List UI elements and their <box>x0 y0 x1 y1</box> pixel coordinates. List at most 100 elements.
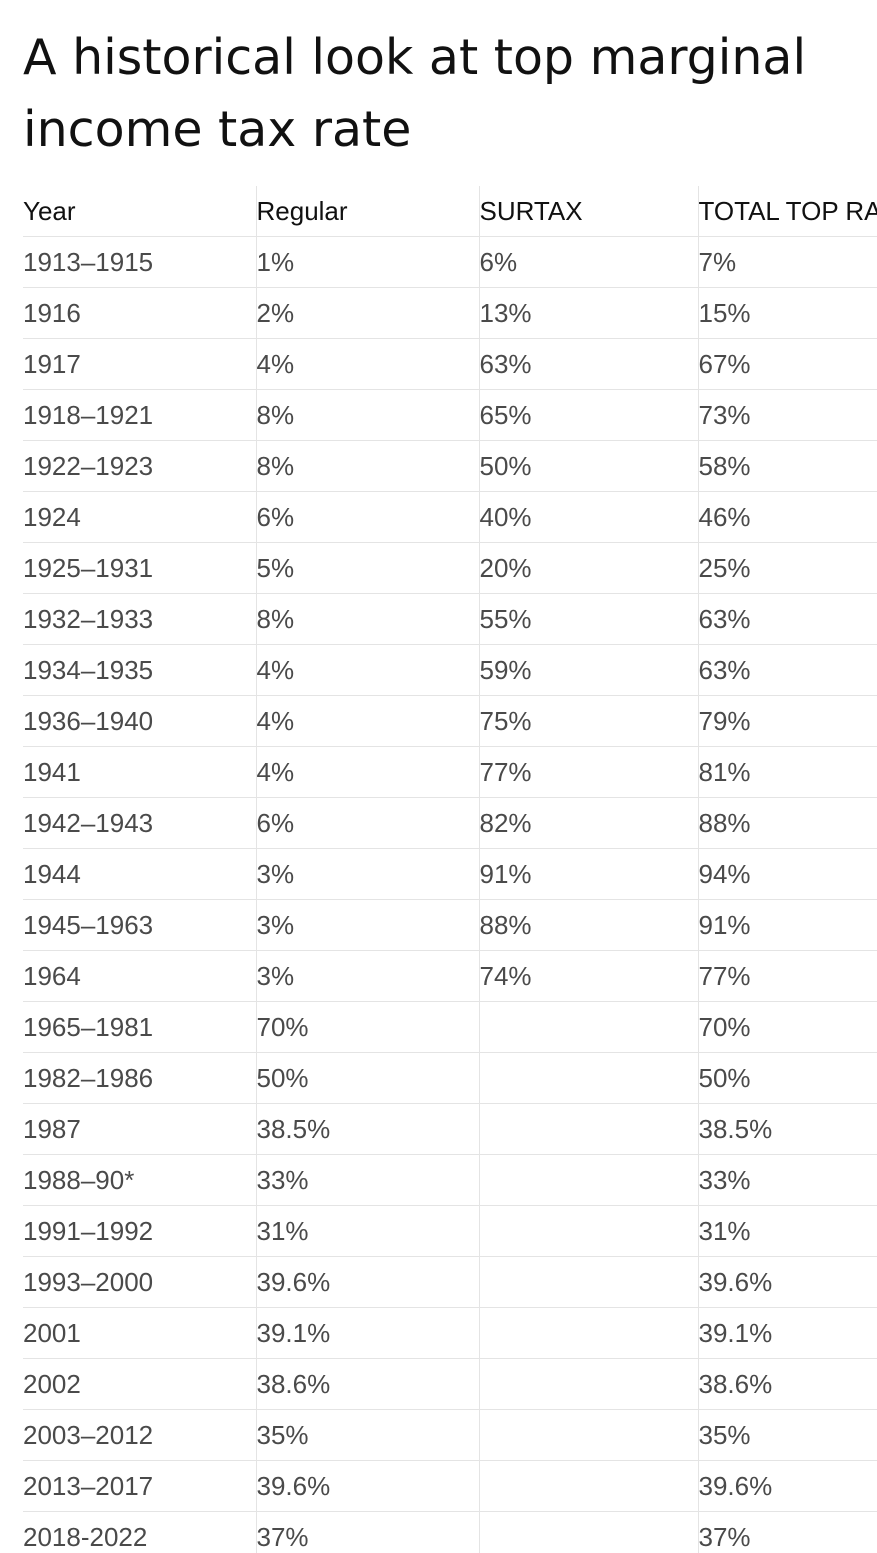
table-row: 2003–2012 35% 35% <box>23 1409 877 1461</box>
regular-rate-cell: 3% <box>255 950 479 1002</box>
table-row: 1988–90* 33% 33% <box>23 1154 877 1206</box>
year-cell: 1934–1935 <box>23 644 256 696</box>
regular-rate-cell: 31% <box>255 1205 479 1257</box>
regular-rate-cell: 35% <box>255 1409 479 1461</box>
total-top-rate-cell: 63% <box>697 644 877 696</box>
column-header-regular: Regular <box>255 186 479 237</box>
surtax-rate-cell: 20% <box>478 542 698 594</box>
table-row: 1944 3% 91% 94% <box>23 848 877 900</box>
regular-rate-cell: 37% <box>255 1511 479 1553</box>
table-row: 1922–1923 8% 50% 58% <box>23 440 877 492</box>
total-top-rate-cell: 25% <box>697 542 877 594</box>
year-cell: 1944 <box>23 848 256 900</box>
table-header: Year Regular SURTAX TOTAL TOP RATE <box>23 186 877 237</box>
regular-rate-cell: 2% <box>255 287 479 339</box>
table-row: 1924 6% 40% 46% <box>23 491 877 543</box>
year-cell: 1988–90* <box>23 1154 256 1206</box>
total-top-rate-cell: 94% <box>697 848 877 900</box>
surtax-rate-cell: 74% <box>478 950 698 1002</box>
regular-rate-cell: 6% <box>255 797 479 849</box>
regular-rate-cell: 3% <box>255 899 479 951</box>
surtax-rate-cell: 75% <box>478 695 698 747</box>
regular-rate-cell: 39.6% <box>255 1256 479 1308</box>
regular-rate-cell: 70% <box>255 1001 479 1053</box>
surtax-rate-cell <box>478 1205 698 1257</box>
total-top-rate-cell: 73% <box>697 389 877 441</box>
year-cell: 2003–2012 <box>23 1409 256 1461</box>
year-cell: 2002 <box>23 1358 256 1410</box>
table-row: 1936–1940 4% 75% 79% <box>23 695 877 747</box>
table-row: 1925–1931 5% 20% 25% <box>23 542 877 594</box>
table-row: 2001 39.1% 39.1% <box>23 1307 877 1359</box>
year-cell: 1991–1992 <box>23 1205 256 1257</box>
total-top-rate-cell: 39.6% <box>697 1460 877 1512</box>
surtax-rate-cell: 13% <box>478 287 698 339</box>
table-row: 1913–1915 1% 6% 7% <box>23 236 877 288</box>
surtax-rate-cell <box>478 1001 698 1053</box>
surtax-rate-cell: 50% <box>478 440 698 492</box>
surtax-rate-cell <box>478 1307 698 1359</box>
total-top-rate-cell: 63% <box>697 593 877 645</box>
table-row: 1982–1986 50% 50% <box>23 1052 877 1104</box>
surtax-rate-cell: 77% <box>478 746 698 798</box>
year-cell: 2013–2017 <box>23 1460 256 1512</box>
table-row: 1932–1933 8% 55% 63% <box>23 593 877 645</box>
surtax-rate-cell <box>478 1154 698 1206</box>
regular-rate-cell: 4% <box>255 644 479 696</box>
table-row: 1991–1992 31% 31% <box>23 1205 877 1257</box>
regular-rate-cell: 3% <box>255 848 479 900</box>
total-top-rate-cell: 7% <box>697 236 877 288</box>
table-row: 1942–1943 6% 82% 88% <box>23 797 877 849</box>
total-top-rate-cell: 39.1% <box>697 1307 877 1359</box>
total-top-rate-cell: 35% <box>697 1409 877 1461</box>
year-cell: 1987 <box>23 1103 256 1155</box>
table-row: 1918–1921 8% 65% 73% <box>23 389 877 441</box>
total-top-rate-cell: 33% <box>697 1154 877 1206</box>
surtax-rate-cell <box>478 1052 698 1104</box>
year-cell: 1982–1986 <box>23 1052 256 1104</box>
regular-rate-cell: 5% <box>255 542 479 594</box>
total-top-rate-cell: 70% <box>697 1001 877 1053</box>
regular-rate-cell: 4% <box>255 695 479 747</box>
surtax-rate-cell: 82% <box>478 797 698 849</box>
surtax-rate-cell <box>478 1511 698 1553</box>
year-cell: 1918–1921 <box>23 389 256 441</box>
header-row: Year Regular SURTAX TOTAL TOP RATE <box>23 186 877 237</box>
regular-rate-cell: 6% <box>255 491 479 543</box>
surtax-rate-cell: 40% <box>478 491 698 543</box>
surtax-rate-cell: 88% <box>478 899 698 951</box>
regular-rate-cell: 33% <box>255 1154 479 1206</box>
table-body: 1913–1915 1% 6% 7% 1916 2% 13% 15% 1917 4% 63% 67% 1… <box>23 236 877 1553</box>
table-row: 2018-2022 37% 37% <box>23 1511 877 1553</box>
year-cell: 1964 <box>23 950 256 1002</box>
total-top-rate-cell: 67% <box>697 338 877 390</box>
surtax-rate-cell: 55% <box>478 593 698 645</box>
table-row: 2013–2017 39.6% 39.6% <box>23 1460 877 1512</box>
year-cell: 1925–1931 <box>23 542 256 594</box>
year-cell: 1993–2000 <box>23 1256 256 1308</box>
table-row: 1993–2000 39.6% 39.6% <box>23 1256 877 1308</box>
total-top-rate-cell: 37% <box>697 1511 877 1553</box>
total-top-rate-cell: 81% <box>697 746 877 798</box>
total-top-rate-cell: 79% <box>697 695 877 747</box>
year-cell: 1924 <box>23 491 256 543</box>
table-row: 1934–1935 4% 59% 63% <box>23 644 877 696</box>
surtax-rate-cell <box>478 1256 698 1308</box>
surtax-rate-cell: 65% <box>478 389 698 441</box>
surtax-rate-cell <box>478 1460 698 1512</box>
table-row: 1916 2% 13% 15% <box>23 287 877 339</box>
regular-rate-cell: 1% <box>255 236 479 288</box>
total-top-rate-cell: 15% <box>697 287 877 339</box>
table-row: 1917 4% 63% 67% <box>23 338 877 390</box>
table-row: 1945–1963 3% 88% 91% <box>23 899 877 951</box>
total-top-rate-cell: 38.5% <box>697 1103 877 1155</box>
year-cell: 1917 <box>23 338 256 390</box>
year-cell: 2018-2022 <box>23 1511 256 1553</box>
surtax-rate-cell <box>478 1358 698 1410</box>
table-row: 1965–1981 70% 70% <box>23 1001 877 1053</box>
regular-rate-cell: 8% <box>255 389 479 441</box>
surtax-rate-cell: 59% <box>478 644 698 696</box>
regular-rate-cell: 4% <box>255 746 479 798</box>
table-row: 1987 38.5% 38.5% <box>23 1103 877 1155</box>
